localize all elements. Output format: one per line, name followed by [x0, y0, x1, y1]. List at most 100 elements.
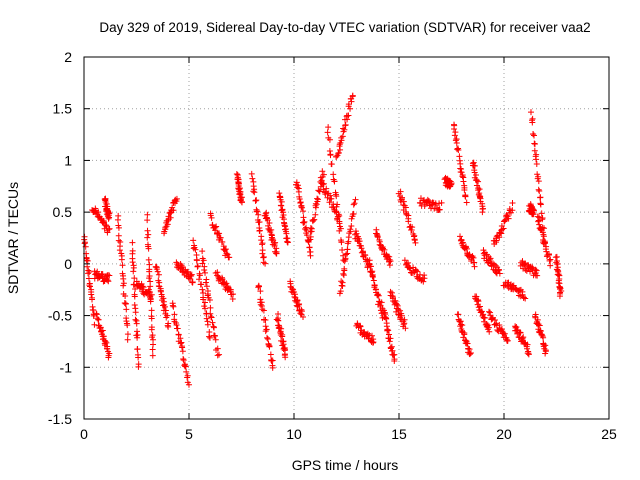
data-point [339, 133, 346, 140]
x-axis-label: GPS time / hours [292, 457, 399, 473]
data-point [350, 210, 357, 217]
data-point [129, 239, 136, 246]
data-point [370, 339, 377, 346]
data-point [540, 233, 547, 240]
data-point [557, 285, 564, 292]
data-point [478, 308, 485, 315]
y-tick-label: 1 [64, 152, 72, 168]
data-point [269, 357, 276, 364]
data-point [357, 323, 364, 330]
data-point [492, 262, 499, 269]
data-point [148, 315, 155, 322]
data-point [326, 148, 333, 155]
data-point [211, 332, 218, 339]
data-point [509, 200, 516, 207]
data-point [307, 236, 314, 243]
data-point [177, 340, 184, 347]
data-point [164, 221, 171, 228]
data-point [284, 239, 291, 246]
data-point [320, 181, 327, 188]
data-point [224, 283, 231, 290]
data-point [214, 345, 221, 352]
data-point [535, 218, 542, 225]
data-point [295, 182, 302, 189]
data-point [104, 229, 111, 236]
data-point [424, 196, 431, 203]
data-point [216, 351, 223, 358]
data-point [537, 201, 544, 208]
data-point [122, 293, 129, 300]
data-point [529, 265, 536, 272]
data-point [352, 196, 359, 203]
data-point [188, 271, 195, 278]
data-point [524, 341, 531, 348]
data-point [371, 282, 378, 289]
data-point [475, 304, 482, 311]
data-point [214, 269, 221, 276]
data-point [485, 324, 492, 331]
data-point [461, 330, 468, 337]
data-point [338, 239, 345, 246]
data-point [257, 288, 264, 295]
data-point [447, 181, 454, 188]
data-point [323, 185, 330, 192]
data-point [307, 252, 314, 259]
data-point [146, 289, 153, 296]
data-point [530, 207, 537, 214]
data-point [86, 282, 93, 289]
data-point [265, 225, 272, 232]
data-point [345, 112, 352, 119]
data-point [307, 233, 314, 240]
data-point [333, 193, 340, 200]
data-point [505, 215, 512, 222]
data-point [557, 290, 564, 297]
data-point [213, 223, 220, 230]
data-point [394, 302, 401, 309]
data-point [542, 342, 549, 349]
data-point [132, 285, 139, 292]
data-point [160, 295, 167, 302]
data-point [539, 214, 546, 221]
data-point [556, 284, 563, 291]
data-point [116, 243, 123, 250]
data-point [259, 250, 266, 257]
data-point [146, 272, 153, 279]
data-point [545, 251, 552, 258]
data-point [181, 362, 188, 369]
data-point [273, 316, 280, 323]
data-point [519, 288, 526, 295]
data-point [535, 186, 542, 193]
data-point [378, 299, 385, 306]
data-point [308, 225, 315, 232]
data-point [105, 352, 112, 359]
data-point [411, 237, 418, 244]
data-point [370, 277, 377, 284]
data-point [316, 188, 323, 195]
data-point [345, 101, 352, 108]
data-point [533, 160, 540, 167]
data-point [268, 232, 275, 239]
data-point [331, 178, 338, 185]
data-point [349, 93, 356, 100]
data-point [340, 270, 347, 277]
data-point [459, 171, 466, 178]
data-point [124, 322, 131, 329]
data-point [148, 307, 155, 314]
data-point [171, 318, 178, 325]
data-point [161, 303, 168, 310]
data-point [398, 312, 405, 319]
plot-frame [83, 56, 610, 420]
data-point [467, 350, 474, 357]
data-point [199, 260, 206, 267]
data-point [218, 238, 225, 245]
data-point [411, 232, 418, 239]
data-point [153, 266, 160, 273]
data-point [486, 256, 493, 263]
data-point [204, 291, 211, 298]
data-point [350, 201, 357, 208]
data-point [380, 245, 387, 252]
data-point [139, 283, 146, 290]
data-point [387, 258, 394, 265]
data-point [150, 341, 157, 348]
data-point [105, 226, 112, 233]
